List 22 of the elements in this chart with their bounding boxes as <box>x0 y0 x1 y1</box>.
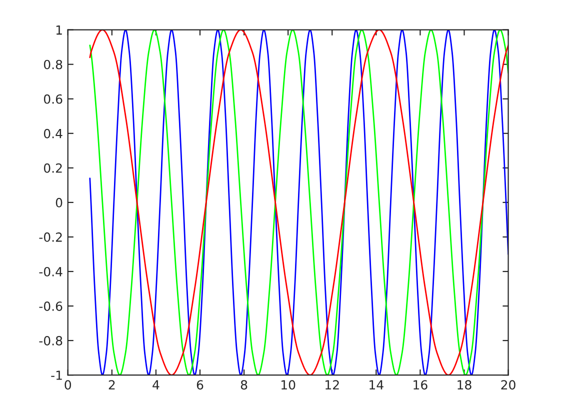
y-tick-label: 0 <box>56 198 62 208</box>
y-tick-label: -0.2 <box>39 232 62 242</box>
y-tick-label: 0.8 <box>44 60 62 70</box>
x-tick-label: 12 <box>326 380 339 390</box>
y-tick-label: -1 <box>51 370 62 380</box>
x-tick-label: 0 <box>64 380 72 390</box>
x-tick-label: 16 <box>414 380 428 390</box>
y-tick-label: -0.4 <box>39 266 62 276</box>
x-tick-label: 14 <box>370 380 384 390</box>
y-tick-label: -0.8 <box>39 336 62 346</box>
x-tick-label: 8 <box>240 380 248 390</box>
y-tick-label: 0.6 <box>44 94 62 104</box>
x-tick-label: 18 <box>458 380 472 390</box>
x-tick-label: 6 <box>196 380 204 390</box>
y-tick-label: 0.2 <box>44 163 62 173</box>
x-tick-label: 20 <box>501 380 516 390</box>
y-tick-label: 1 <box>56 25 62 35</box>
x-tick-label: 4 <box>152 380 160 390</box>
y-tick-label: -0.6 <box>39 301 62 311</box>
x-tick-label: 2 <box>108 380 115 390</box>
x-tick-label: 10 <box>281 380 296 390</box>
y-tick-label: 0.4 <box>44 128 62 138</box>
